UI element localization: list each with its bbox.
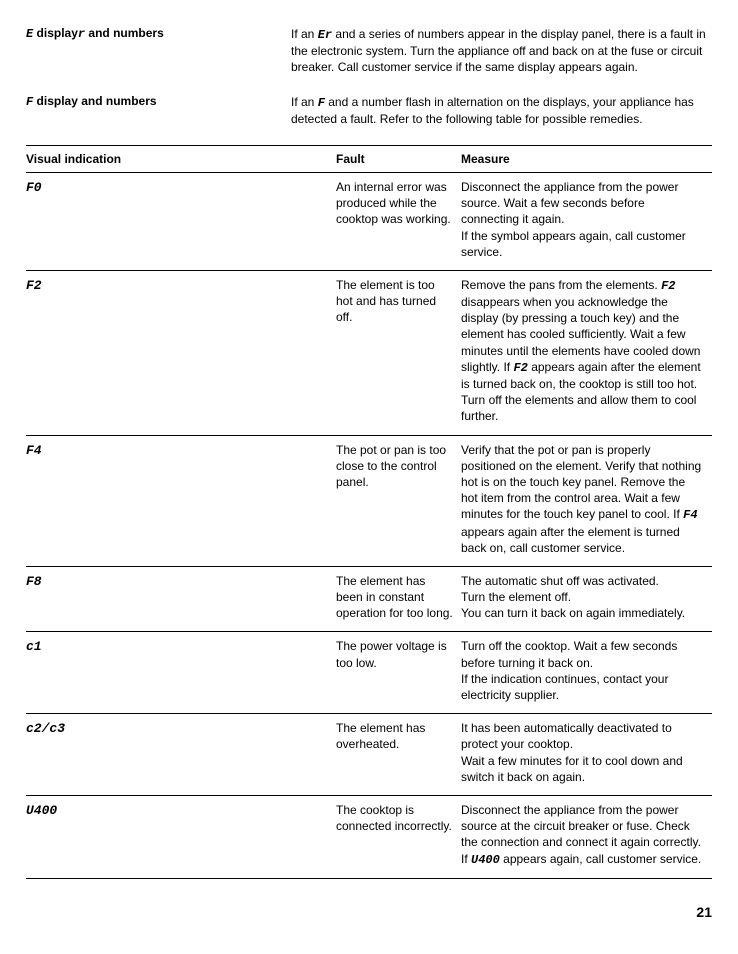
cell-visual: F2 [26,270,336,435]
fault-table-body: F0An internal error was produced while t… [26,172,712,878]
cell-fault: An internal error was produced while the… [336,172,461,270]
cell-fault: The power voltage is too low. [336,632,461,714]
intro-body: If an Er and a series of numbers appear … [291,26,712,76]
cell-measure: Disconnect the appliance from the power … [461,172,712,270]
table-row: F2The element is too hot and has turned … [26,270,712,435]
cell-fault: The pot or pan is too close to the contr… [336,435,461,566]
cell-visual: U400 [26,795,336,878]
fault-table: Visual indication Fault Measure F0An int… [26,145,712,879]
table-row: F0An internal error was produced while t… [26,172,712,270]
cell-visual: F0 [26,172,336,270]
header-measure: Measure [461,145,712,172]
header-fault: Fault [336,145,461,172]
intro-row: F display and numbersIf an F and a numbe… [26,94,712,127]
intro-title: F display and numbers [26,94,291,127]
table-row: F4The pot or pan is too close to the con… [26,435,712,566]
cell-measure: It has been automatically deactivated to… [461,714,712,796]
intro-row: E displayr and numbersIf an Er and a ser… [26,26,712,76]
cell-visual: F8 [26,566,336,632]
cell-visual: c1 [26,632,336,714]
intro-body: If an F and a number flash in alternatio… [291,94,712,127]
header-visual: Visual indication [26,145,336,172]
cell-measure: Remove the pans from the elements. F2 di… [461,270,712,435]
table-row: U400The cooktop is connected incorrectly… [26,795,712,878]
table-row: F8The element has been in constant opera… [26,566,712,632]
intro-title: E displayr and numbers [26,26,291,76]
cell-fault: The element has been in constant operati… [336,566,461,632]
cell-fault: The cooktop is connected incorrectly. [336,795,461,878]
intro-container: E displayr and numbersIf an Er and a ser… [26,26,712,127]
cell-visual: F4 [26,435,336,566]
cell-measure: Disconnect the appliance from the power … [461,795,712,878]
cell-measure: Verify that the pot or pan is properly p… [461,435,712,566]
page-number: 21 [696,904,712,920]
cell-fault: The element is too hot and has turned of… [336,270,461,435]
cell-fault: The element has overheated. [336,714,461,796]
cell-visual: c2/c3 [26,714,336,796]
cell-measure: Turn off the cooktop. Wait a few seconds… [461,632,712,714]
table-row: c2/c3The element has overheated.It has b… [26,714,712,796]
cell-measure: The automatic shut off was activated.Tur… [461,566,712,632]
table-row: c1The power voltage is too low.Turn off … [26,632,712,714]
